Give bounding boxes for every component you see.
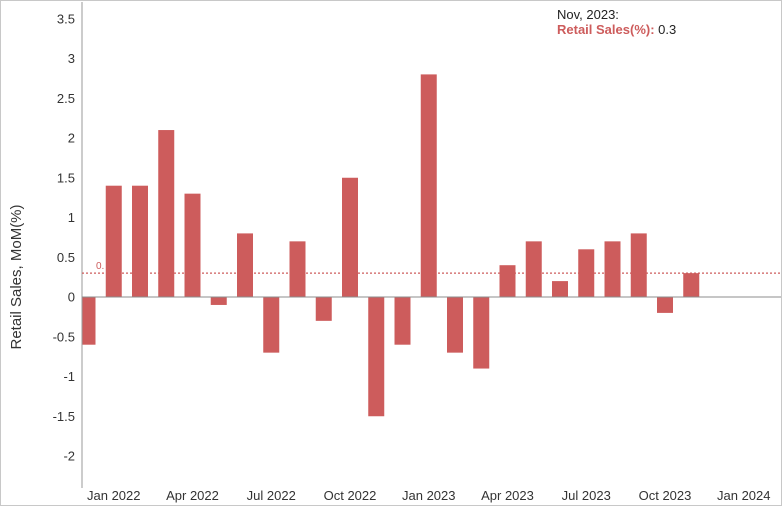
x-tick-label: Apr 2023 <box>481 488 534 503</box>
bar-apr-2022[interactable] <box>184 193 201 297</box>
x-tick-label: Jan 2023 <box>402 488 456 503</box>
bar-dec-2021[interactable] <box>82 297 96 345</box>
bar-jun-2022[interactable] <box>237 233 253 297</box>
bar-feb-2023[interactable] <box>447 297 463 353</box>
tooltip-value: 0.3 <box>658 22 677 37</box>
x-tick-label: Oct 2023 <box>639 488 692 503</box>
y-axis-title-group: Retail Sales, MoM(%) <box>8 204 25 349</box>
bars-group[interactable] <box>82 74 700 417</box>
bar-nov-2022[interactable] <box>368 297 385 417</box>
bar-mar-2022[interactable] <box>158 130 175 297</box>
bar-feb-2022[interactable] <box>132 185 148 297</box>
bar-dec-2022[interactable] <box>394 297 411 345</box>
x-tick-label: Jan 2024 <box>717 488 771 503</box>
y-tick-label: 3.5 <box>57 11 75 26</box>
tooltip-row: Retail Sales(%): 0.3 <box>557 22 676 37</box>
bar-may-2023[interactable] <box>525 241 542 297</box>
tooltip-header: Nov, 2023: <box>557 7 619 22</box>
y-tick-label: 3 <box>68 51 75 66</box>
y-tick-label: -1.5 <box>53 409 75 424</box>
y-tick-label: -1 <box>63 369 75 384</box>
y-tick-label: 0 <box>68 290 75 305</box>
x-tick-label: Jan 2022 <box>87 488 141 503</box>
reference-line-label: 0. <box>96 261 104 272</box>
bar-jul-2022[interactable] <box>263 297 280 353</box>
y-tick-label: 1.5 <box>57 170 75 185</box>
tooltip-series-label: Retail Sales(%) <box>557 22 651 37</box>
bar-jan-2022[interactable] <box>105 185 122 297</box>
x-tick-label: Apr 2022 <box>166 488 219 503</box>
y-tick-label: 2.5 <box>57 91 75 106</box>
y-tick-label: 1 <box>68 210 75 225</box>
bar-jun-2023[interactable] <box>552 281 568 297</box>
bar-oct-2022[interactable] <box>342 177 358 297</box>
hover-tooltip: Nov, 2023: Retail Sales(%): 0.3 <box>557 7 676 37</box>
x-tick-label: Oct 2022 <box>324 488 377 503</box>
x-tick-label: Jul 2022 <box>247 488 296 503</box>
bar-sep-2022[interactable] <box>315 297 332 321</box>
x-tick-label: Jul 2023 <box>562 488 611 503</box>
bar-may-2022[interactable] <box>210 297 227 305</box>
y-tick-label: 2 <box>68 131 75 146</box>
y-axis-title: Retail Sales, MoM(%) <box>8 204 25 349</box>
x-axis-ticks: Jan 2022 Apr 2022 Jul 2022 Oct 2022 Jan 2023… <box>87 488 771 503</box>
bar-jan-2023[interactable] <box>420 74 437 298</box>
reference-line-group: 0. <box>82 261 781 274</box>
tooltip-separator: : <box>650 22 655 37</box>
bar-aug-2023[interactable] <box>604 241 621 297</box>
bar-mar-2023[interactable] <box>473 297 490 369</box>
y-tick-label: -2 <box>63 449 75 464</box>
bar-oct-2023[interactable] <box>657 297 673 313</box>
y-axis-ticks: 3.5 3 2.5 2 1.5 1 0.5 0 -0.5 -1 -1.5 -2 <box>53 11 75 463</box>
y-tick-label: 0.5 <box>57 250 75 265</box>
bar-nov-2023[interactable] <box>683 273 700 297</box>
bar-aug-2022[interactable] <box>289 241 306 297</box>
axes-group <box>81 2 781 488</box>
bar-apr-2023[interactable] <box>499 265 516 297</box>
bar-sep-2023[interactable] <box>630 233 647 297</box>
y-tick-label: -0.5 <box>53 329 75 344</box>
